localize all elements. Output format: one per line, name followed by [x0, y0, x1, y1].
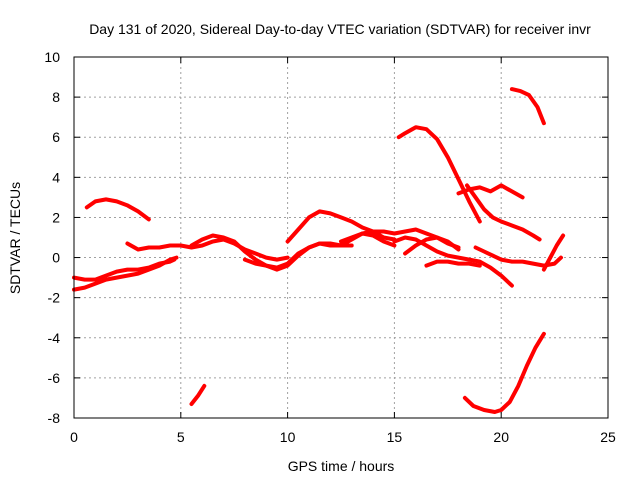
y-tick-label: 8: [52, 89, 60, 105]
series-arc-13: [465, 183, 542, 242]
x-tick-label: 25: [600, 429, 616, 445]
x-tick-label: 15: [387, 429, 403, 445]
series-arc-4: [125, 237, 290, 262]
series-arc-2: [72, 257, 177, 282]
tick-labels: 0 5 10 15 20 25 -8 -6 -4 -2 0 2 4 6 8 10: [44, 49, 616, 445]
series-arc-15: [473, 245, 563, 268]
y-tick-label: -4: [48, 330, 61, 346]
x-tick-label: 10: [280, 429, 296, 445]
y-tick-label: -2: [48, 290, 61, 306]
series-arc-14: [424, 259, 482, 268]
grid: [74, 57, 608, 418]
series-arc-11: [396, 125, 482, 224]
series-layer: [72, 87, 566, 414]
series-arc-19: [189, 383, 207, 406]
x-tick-label: 0: [70, 429, 78, 445]
series-arc-9: [392, 235, 514, 288]
y-tick-label: 0: [52, 250, 60, 266]
series-arc-3: [84, 197, 151, 222]
x-tick-label: 5: [177, 429, 185, 445]
ticks: [73, 56, 609, 419]
x-tick-label: 20: [493, 429, 509, 445]
y-tick-label: 6: [52, 129, 60, 145]
plot-frame: [73, 56, 609, 419]
series-arc-10: [403, 235, 461, 256]
y-tick-label: -8: [48, 410, 61, 426]
series-arc-6: [242, 231, 397, 270]
y-tick-label: 10: [44, 49, 60, 65]
y-axis-label: SDTVAR / TECUs: [7, 182, 23, 294]
series-arc-18: [462, 331, 546, 414]
series-arc-17: [509, 87, 546, 126]
series-arc-16: [541, 233, 566, 272]
y-tick-label: -6: [48, 370, 61, 386]
chart-title: Day 131 of 2020, Sidereal Day-to-day VTE…: [89, 21, 591, 37]
y-tick-label: 2: [52, 209, 60, 225]
x-axis-label: GPS time / hours: [288, 458, 395, 474]
y-tick-label: 4: [52, 169, 60, 185]
